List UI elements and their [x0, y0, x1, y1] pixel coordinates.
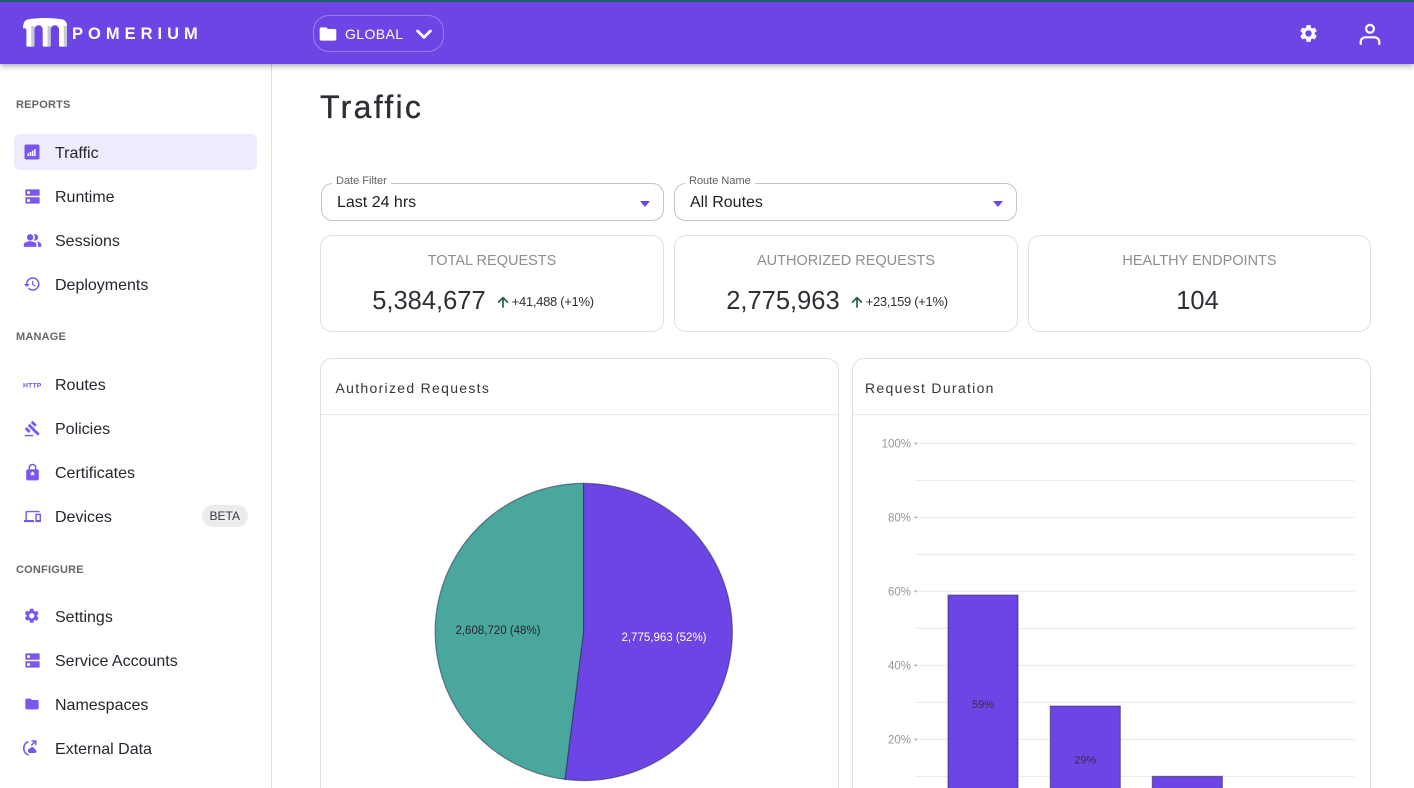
- svg-text:40%: 40%: [888, 660, 911, 672]
- svg-text:2,608,720 (48%): 2,608,720 (48%): [455, 625, 540, 637]
- svg-text:100%: 100%: [882, 438, 911, 450]
- svg-text:20%: 20%: [888, 734, 911, 746]
- svg-text:59%: 59%: [972, 699, 994, 711]
- svg-text:29%: 29%: [1074, 755, 1096, 767]
- svg-text:60%: 60%: [888, 586, 911, 598]
- svg-text:2,775,963 (52%): 2,775,963 (52%): [621, 632, 706, 644]
- svg-text:HTTP: HTTP: [23, 382, 41, 389]
- svg-text:80%: 80%: [888, 512, 911, 524]
